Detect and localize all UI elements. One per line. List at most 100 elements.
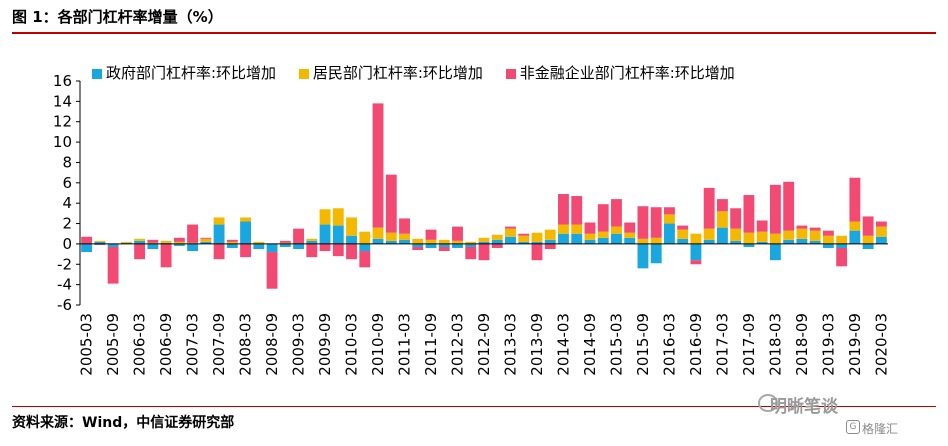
bar-segment-gov [531,241,543,244]
bar-segment-corp [147,239,159,243]
bar-segment-corp [465,246,477,260]
x-tick-label: 2006-09 [157,313,175,376]
bar-segment-hh [147,242,159,244]
bar-segment-hh [253,241,265,244]
bar-segment-gov [743,243,755,247]
x-tick-label: 2013-03 [501,313,519,376]
bar-segment-hh [332,208,344,226]
bar-segment-gov [81,243,93,253]
y-tick-label: 10 [53,133,72,151]
bar-segment-gov [240,221,251,244]
bar-segment-gov [571,233,583,244]
bar-segment-corp [518,233,530,236]
bar-segment-corp [491,243,503,248]
bar-segment-gov [332,225,344,244]
x-tick-label: 2007-09 [210,313,228,376]
bar-segment-gov [253,243,265,249]
x-tick-label: 2014-09 [581,313,599,376]
x-tick-label: 2014-03 [554,313,572,376]
y-tick-label: -2 [57,255,72,273]
bar-segment-gov [134,240,146,244]
bar-segment-gov [187,243,199,252]
x-tick-label: 2015-03 [607,313,625,376]
bar-segment-gov [836,243,848,248]
x-tick-label: 2018-09 [793,313,811,376]
x-tick-label: 2009-09 [316,313,334,376]
bar-segment-hh [703,228,715,240]
bar-segment-gov [226,243,238,248]
bar-segment-corp [200,237,212,239]
bar-segment-gov [769,243,781,261]
bar-segment-gov [465,243,477,247]
bar-segment-gov [544,239,556,244]
bar-segment-corp [690,260,702,265]
bar-segment-corp [279,240,291,243]
x-tick-label: 2019-09 [846,313,864,376]
bar-segment-gov [677,238,689,244]
bar-segment-gov [624,237,636,244]
watermark-text: 明晰笔谈 [770,397,838,417]
legend-label-corp: 非金融企业部门杠杆率:环比增加 [519,64,735,82]
title-rule [12,32,936,34]
bar-segment-corp [359,251,371,268]
x-tick-label: 2010-03 [343,313,361,376]
bar-segment-gov [359,243,371,252]
bar-segment-gov [491,239,503,244]
bar-segment-corp [399,218,410,234]
bar-segment-corp [438,246,450,252]
bar-segment-hh [399,233,410,240]
bar-segment-corp [226,239,238,242]
bar-segment-gov [94,241,106,244]
bar-segment-gov [346,235,357,244]
legend-item-hh: 居民部门杠杆率:环比增加 [298,64,483,82]
bar-segment-corp [809,227,821,231]
x-tick-label: 2013-09 [528,313,546,376]
y-tick-label: 0 [62,235,72,253]
legend-label-gov: 政府部门杠杆率:环比增加 [106,64,277,82]
bar-segment-corp [650,207,662,238]
bar-segment-corp [107,246,119,284]
bar-segment-corp [677,225,689,230]
wechat-icon [758,394,778,412]
x-tick-label: 2017-09 [740,313,758,376]
bar-segment-hh [730,228,742,241]
bar-segment-hh [319,209,331,225]
bar-segment-hh [690,233,702,244]
bar-segment-hh [611,226,622,234]
bar-segment-hh [743,232,755,244]
bar-segment-corp [173,237,185,242]
bar-segment-gov [822,243,834,248]
bar-segment-corp [571,196,583,225]
bar-segment-hh [385,232,397,241]
bar-segment-hh [279,242,291,244]
bar-segment-corp [836,247,848,267]
bar-segment-corp [478,243,490,261]
bar-segment-hh [173,241,185,244]
bar-segment-hh [796,228,808,239]
bar-segment-hh [756,231,768,242]
bar-segment-hh [544,229,556,240]
x-tick-label: 2015-09 [634,313,652,376]
bar-segment-corp [346,243,357,260]
bar-segment-hh [650,237,662,244]
bar-segment-gov [756,241,768,244]
bar-segment-hh [94,240,106,242]
x-tick-label: 2010-09 [369,313,387,376]
bar-segment-hh [717,211,728,228]
bar-segment-gov [399,239,410,244]
x-tick-label: 2012-03 [449,313,467,376]
x-tick-label: 2012-09 [475,313,493,376]
bar-segment-hh [478,237,490,242]
bar-segment-gov [107,243,119,247]
bar-segment-hh [452,240,463,244]
bar-segment-hh [120,241,132,243]
bar-segment-gov [584,239,596,244]
legend-item-corp: 非金融企业部门杠杆率:环比增加 [505,64,735,82]
bar-segment-corp [862,216,874,236]
x-tick-label: 2005-09 [104,313,122,376]
y-tick-label: 6 [62,174,72,192]
bar-segment-gov [637,243,649,269]
bar-segment-hh [187,242,199,244]
bar-segment-hh [359,231,371,244]
bar-segment-gov [650,243,662,264]
